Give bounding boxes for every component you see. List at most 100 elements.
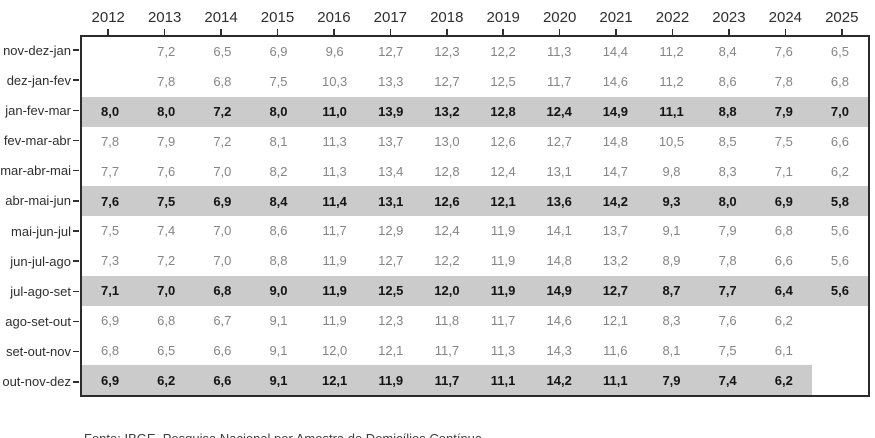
value-cell: 7,8	[774, 74, 793, 90]
value-cell: 12,4	[531, 96, 588, 127]
quarter-tick	[73, 381, 79, 383]
value-cell: 6,2	[830, 163, 849, 179]
table-row: 6,9 6,2 6,6 9,1 12,1 11,9 11,7 11,1 14,2 11,1 7,9 7…	[82, 365, 868, 395]
table-row: 7,8 7,9 7,2 8,1 11,3 13,7 13,0 12,6 12,7 14,8 10,5…	[82, 127, 868, 157]
value-cell: 8,0	[138, 96, 195, 127]
value-cell: 14,6	[602, 74, 628, 90]
value-cell: 6,5	[830, 44, 849, 60]
value-cell: 12,3	[378, 312, 404, 328]
value-cell: 7,2	[157, 253, 176, 269]
value-cell: 8,6	[269, 223, 288, 239]
value-cell	[812, 306, 868, 336]
quarter-tick	[73, 290, 79, 293]
table-row: 7,2 6,5 6,9 9,6 12,7 12,3 12,2 11,3 14,4 11,2 8,4 7…	[82, 37, 868, 67]
quarter-tick	[73, 200, 79, 202]
quarter-tick-column	[73, 35, 79, 397]
value-cell: 12,1	[306, 365, 363, 395]
value-cell: 7,9	[755, 96, 812, 127]
value-cell: 12,8	[434, 163, 460, 179]
value-cell: 11,3	[547, 44, 572, 60]
value-cell: 7,5	[269, 74, 288, 90]
value-cell: 12,7	[587, 275, 644, 306]
value-cell: 12,7	[378, 44, 404, 60]
value-cell: 6,6	[774, 253, 793, 269]
value-cell: 9,1	[662, 223, 681, 239]
value-cell: 11,2	[659, 74, 684, 90]
value-cell: 11,9	[362, 365, 419, 395]
value-cell: 6,8	[101, 342, 120, 358]
value-cell: 7,5	[774, 133, 793, 149]
value-cell: 8,3	[718, 163, 737, 179]
value-cell: 14,4	[602, 44, 628, 60]
value-cell: 8,7	[643, 275, 700, 306]
value-cell: 13,2	[418, 96, 475, 127]
value-cell	[82, 37, 138, 67]
value-cell: 9,8	[662, 163, 681, 179]
value-cell: 6,6	[194, 365, 251, 395]
value-cell: 13,3	[378, 74, 404, 90]
year-label: 2014	[204, 9, 238, 26]
quarter-tick	[73, 139, 79, 142]
value-cell: 11,7	[490, 312, 516, 328]
value-cell: 7,3	[101, 253, 120, 269]
value-cell: 7,6	[157, 163, 176, 179]
value-cell: 7,1	[774, 163, 793, 179]
value-cell: 8,0	[250, 96, 307, 127]
value-cell: 13,1	[546, 163, 572, 179]
value-cell: 7,2	[194, 96, 251, 127]
value-cell: 7,2	[157, 44, 176, 60]
value-cell: 12,0	[321, 342, 348, 358]
value-cell: 9,1	[269, 312, 288, 328]
value-cell: 7,6	[82, 186, 139, 216]
value-cell: 12,7	[378, 253, 404, 269]
value-cell: 9,1	[250, 365, 307, 395]
value-cell: 8,0	[82, 96, 139, 127]
value-cell: 12,7	[434, 74, 460, 90]
quarter-label: jul-ago-set	[10, 283, 71, 299]
value-cell: 6,1	[774, 342, 793, 358]
value-cell: 13,9	[362, 96, 419, 127]
year-label: 2017	[373, 9, 408, 26]
value-cell: 12,7	[546, 133, 572, 149]
value-cell: 7,7	[699, 275, 756, 306]
value-cell: 6,7	[213, 312, 232, 328]
value-cell: 8,8	[269, 253, 288, 269]
value-cell: 7,2	[213, 133, 232, 149]
value-cell: 6,9	[82, 365, 139, 395]
value-cell: 7,0	[213, 163, 232, 179]
value-cell: 8,4	[250, 186, 307, 216]
year-label: 2025	[825, 9, 859, 26]
value-cell: 7,5	[101, 223, 120, 239]
quarter-tick	[73, 169, 79, 172]
value-cell: 7,6	[718, 312, 737, 328]
value-cell: 5,8	[811, 186, 868, 216]
year-tick	[163, 29, 166, 35]
year-tick	[107, 29, 109, 35]
value-cell: 6,8	[157, 312, 176, 328]
value-cell: 9,0	[250, 275, 307, 306]
value-cell: 11,8	[434, 312, 460, 328]
value-cell: 12,4	[490, 163, 516, 179]
year-label: 2024	[768, 9, 803, 26]
value-cell: 14,6	[546, 312, 572, 328]
value-cell: 7,1	[82, 275, 139, 306]
year-tick	[446, 29, 448, 35]
value-cell: 7,5	[718, 342, 737, 358]
value-cell: 14,8	[602, 133, 628, 149]
year-label: 2022	[655, 9, 690, 26]
value-cell: 6,9	[755, 186, 812, 216]
table-row: 6,8 6,5 6,6 9,1 12,0 12,1 11,7 11,3 14,3 11,6 8,1 7…	[82, 335, 868, 365]
value-cell: 14,2	[587, 186, 644, 216]
year-tick	[841, 29, 843, 35]
value-cell	[812, 335, 868, 365]
value-cell: 7,5	[138, 186, 195, 216]
year-tick	[615, 29, 617, 35]
quarter-label-column: nov-dez-jan dez-jan-fev jan-fev-mar fev-mar…	[0, 35, 71, 397]
value-cell: 11,6	[603, 342, 628, 358]
quarter-label: jun-jul-ago	[10, 253, 71, 269]
value-cell: 7,9	[643, 365, 700, 395]
value-cell: 12,1	[378, 342, 404, 358]
table-row: 7,8 6,8 7,5 10,3 13,3 12,7 12,5 11,7 14,6 11,2 8,6…	[82, 67, 868, 97]
value-cell: 7,8	[718, 253, 737, 269]
